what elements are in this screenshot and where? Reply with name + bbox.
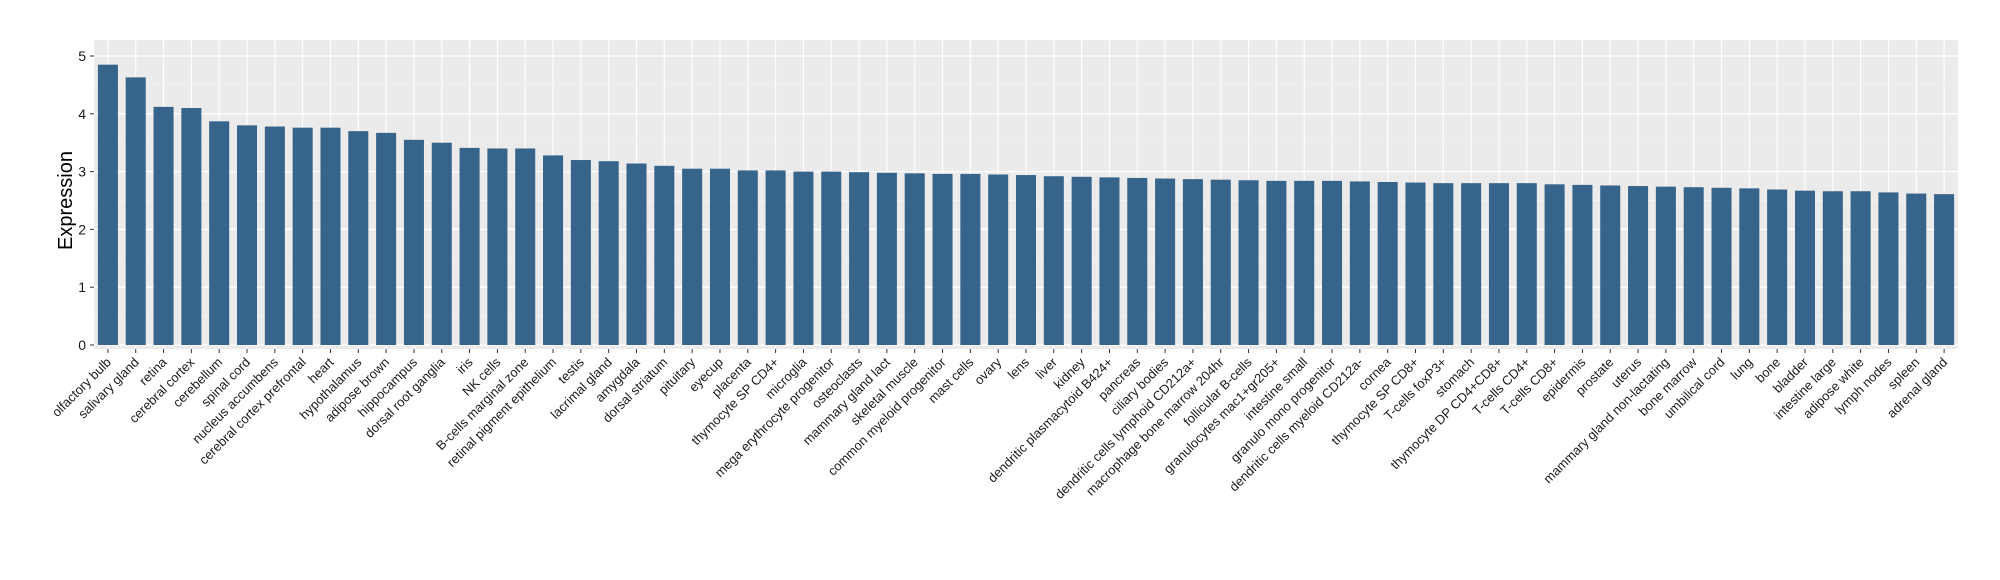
- bar: [543, 155, 564, 345]
- bar: [960, 173, 981, 345]
- bar: [1405, 182, 1426, 345]
- bar: [849, 172, 870, 345]
- bar: [209, 121, 230, 346]
- bar: [1461, 183, 1482, 345]
- y-tick-label: 5: [78, 48, 86, 64]
- bar: [1739, 188, 1760, 345]
- bar: [1572, 184, 1593, 345]
- bar: [376, 132, 397, 345]
- bar: [153, 106, 174, 345]
- bar: [348, 131, 369, 345]
- bar: [487, 148, 508, 345]
- y-axis-title: Expression: [55, 151, 77, 250]
- bar: [125, 77, 146, 346]
- bar: [1600, 185, 1621, 345]
- bar: [1210, 179, 1231, 345]
- bar: [654, 165, 675, 345]
- bar: [1349, 181, 1370, 345]
- bar: [1850, 191, 1871, 345]
- x-tick-label: ovary: [971, 354, 1004, 387]
- bar: [1655, 186, 1676, 345]
- y-tick-label: 4: [78, 106, 86, 122]
- bar: [1155, 178, 1176, 345]
- bars: [97, 64, 1955, 346]
- bar: [904, 173, 925, 345]
- bar: [1767, 189, 1788, 345]
- bar: [1377, 182, 1398, 345]
- bar: [1683, 187, 1704, 345]
- bar: [1099, 177, 1120, 345]
- bar: [1294, 180, 1315, 345]
- bar: [97, 64, 118, 346]
- bar: [570, 160, 591, 345]
- bar: [1794, 190, 1816, 345]
- bar: [682, 168, 703, 345]
- bar: [1544, 184, 1565, 345]
- bar: [1516, 183, 1537, 345]
- bar: [1182, 179, 1203, 345]
- x-tick-label: lens: [1005, 354, 1033, 382]
- bar: [932, 173, 953, 345]
- bar: [236, 125, 258, 345]
- y-axis: 0 1 2 3 4 5: [78, 48, 94, 353]
- bar: [292, 127, 313, 345]
- bar: [1934, 194, 1955, 345]
- bar: [1322, 180, 1343, 345]
- bar: [1015, 175, 1037, 345]
- bar: [264, 126, 285, 346]
- bar: [1711, 187, 1732, 345]
- bar: [181, 108, 202, 346]
- y-tick-label: 3: [78, 164, 86, 180]
- bar: [765, 170, 786, 345]
- bar: [709, 168, 730, 345]
- bar: [1043, 176, 1064, 345]
- bar: [1878, 192, 1899, 345]
- x-tick-label: lung: [1727, 355, 1755, 383]
- bar: [1127, 177, 1148, 345]
- y-tick-label: 0: [78, 337, 86, 353]
- y-tick-label: 2: [78, 221, 86, 237]
- bar: [320, 127, 341, 345]
- bar: [1488, 183, 1509, 345]
- bar: [988, 174, 1009, 345]
- bar: [793, 171, 814, 345]
- bar: [1266, 180, 1287, 345]
- y-tick-label: 1: [78, 279, 86, 295]
- bar: [403, 139, 424, 345]
- bar: [1071, 176, 1092, 345]
- bar: [431, 142, 452, 345]
- bar: [737, 170, 758, 345]
- bar: [821, 171, 842, 345]
- bar: [515, 148, 536, 345]
- bar: [1906, 193, 1927, 345]
- bar: [459, 147, 480, 345]
- bar: [1238, 180, 1259, 345]
- bar: [1433, 183, 1454, 345]
- bar: [876, 172, 897, 345]
- bar: [626, 163, 647, 345]
- bar: [1822, 191, 1843, 345]
- bar: [1628, 186, 1649, 345]
- bar: [598, 161, 619, 345]
